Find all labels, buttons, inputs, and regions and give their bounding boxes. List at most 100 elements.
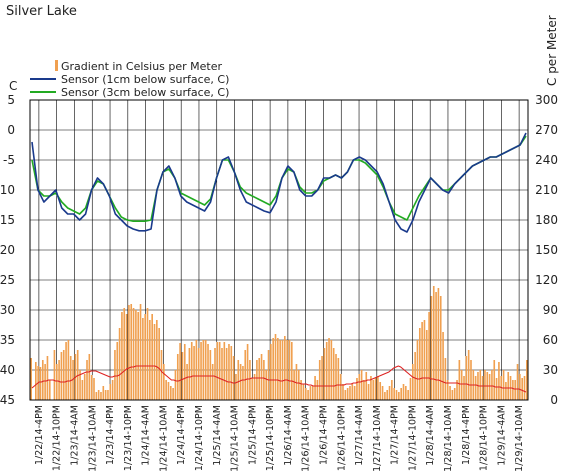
gradient-bar (67, 340, 70, 400)
gradient-bar (211, 364, 214, 400)
gradient-bar (114, 350, 116, 400)
gradient-bar (55, 364, 58, 400)
gradient-bar (62, 350, 65, 400)
gradient-bar (81, 380, 84, 400)
gradient-bar (53, 350, 56, 400)
gradient-bar (367, 384, 370, 400)
gradient-bar (265, 370, 268, 400)
gradient-bar (130, 304, 133, 400)
gradient-bar (104, 390, 107, 400)
gradient-bar (458, 360, 461, 400)
gradient-bar (430, 296, 433, 400)
gradient-bar (116, 342, 119, 400)
gradient-bar (488, 374, 491, 400)
x-tick-label: 1/29/14-4AM (496, 405, 507, 466)
x-tick-label: 1/26/14-10PM (336, 405, 347, 471)
gradient-bar (237, 360, 240, 400)
gradient-bar (493, 360, 496, 400)
gradient-bar (523, 376, 526, 400)
gradient-bar (249, 360, 251, 400)
gradient-bar (179, 343, 181, 400)
gradient-bar (86, 360, 88, 400)
x-tick-label: 1/27/14-4AM (354, 405, 365, 466)
legend-swatch-gradient (55, 60, 58, 71)
gradient-bar (365, 372, 368, 400)
left-tick-label: 5 (7, 93, 15, 107)
gradient-bar (263, 360, 265, 400)
gradient-bar (388, 386, 391, 400)
gradient-bar (158, 328, 160, 400)
gradient-bar (512, 380, 514, 400)
gradient-bar (95, 392, 98, 400)
gradient-bar (160, 350, 163, 400)
gradient-bar (302, 384, 305, 400)
gradient-bar (284, 336, 286, 400)
series-lines (31, 132, 527, 393)
gradient-bar (330, 340, 333, 400)
right-tick-label: 150 (535, 243, 558, 257)
gradient-bar (437, 288, 440, 400)
gradient-bar (398, 392, 400, 400)
gradient-bar (416, 340, 419, 400)
gradient-bar (491, 370, 493, 400)
left-tick-label: -30 (0, 303, 15, 317)
gradient-bar (216, 342, 219, 400)
gradient-bar (439, 296, 442, 400)
gradient-bar (395, 390, 398, 400)
gradient-bar (35, 362, 37, 400)
gradient-bar (93, 378, 95, 400)
x-tick-label: 1/26/14-4PM (318, 405, 329, 465)
gradient-bar (244, 350, 247, 400)
gradient-bar (118, 328, 121, 400)
gradient-bar (425, 330, 428, 400)
gradient-bar (188, 348, 191, 400)
gradient-bar (379, 382, 382, 400)
gradient-bar (372, 380, 375, 400)
gradient-bar (353, 386, 356, 400)
gradient-bar (358, 374, 361, 400)
legend-label-gradient: Gradient in Celsius per Meter (61, 60, 222, 73)
gradient-bar (167, 382, 170, 400)
gradient-bar (132, 308, 135, 400)
gradient-bar (277, 338, 279, 400)
right-tick-label: 300 (535, 93, 558, 107)
gradient-bar (204, 340, 207, 400)
gradient-bar (411, 364, 414, 400)
gradient-bar (449, 386, 451, 400)
gradient-bar (258, 358, 261, 400)
gradient-bar (442, 332, 444, 400)
gradient-bar (102, 386, 105, 400)
gradient-bar (384, 392, 386, 400)
gradient-bar (304, 388, 307, 400)
gradient-bar (246, 344, 249, 400)
gradient-bar (58, 360, 60, 400)
left-tick-label: -10 (0, 183, 15, 197)
gradient-bar (272, 338, 274, 400)
gradient-bar (323, 348, 326, 400)
left-axis-ticks: 5 0 -5 -10 -15 -20 -25 -30 -35 -40 -45 (0, 93, 15, 407)
gradient-bar (44, 364, 46, 400)
gradient-bar (228, 344, 230, 400)
gradient-bar (335, 354, 337, 400)
gradient-bar (146, 308, 149, 400)
gradient-bar (88, 354, 91, 400)
gradient-bar (363, 380, 365, 400)
gradient-bar (293, 370, 295, 400)
gradient-bar (195, 340, 198, 400)
gradient-bar (218, 342, 221, 400)
x-tick-label: 1/28/14-10PM (479, 405, 490, 471)
gradient-bar (253, 374, 256, 400)
gradient-bar (467, 350, 470, 400)
x-tick-label: 1/26/14-4AM (283, 405, 294, 466)
gradient-bar (79, 370, 81, 400)
gradient-bar (463, 376, 465, 400)
right-tick-label: 30 (543, 363, 558, 377)
x-tick-label: 1/25/14-4AM (212, 405, 223, 466)
left-tick-label: -35 (0, 333, 15, 347)
gradient-bar (230, 346, 233, 400)
gradient-bar (342, 384, 344, 400)
right-tick-label: 210 (535, 183, 558, 197)
gradient-bar (321, 356, 323, 400)
